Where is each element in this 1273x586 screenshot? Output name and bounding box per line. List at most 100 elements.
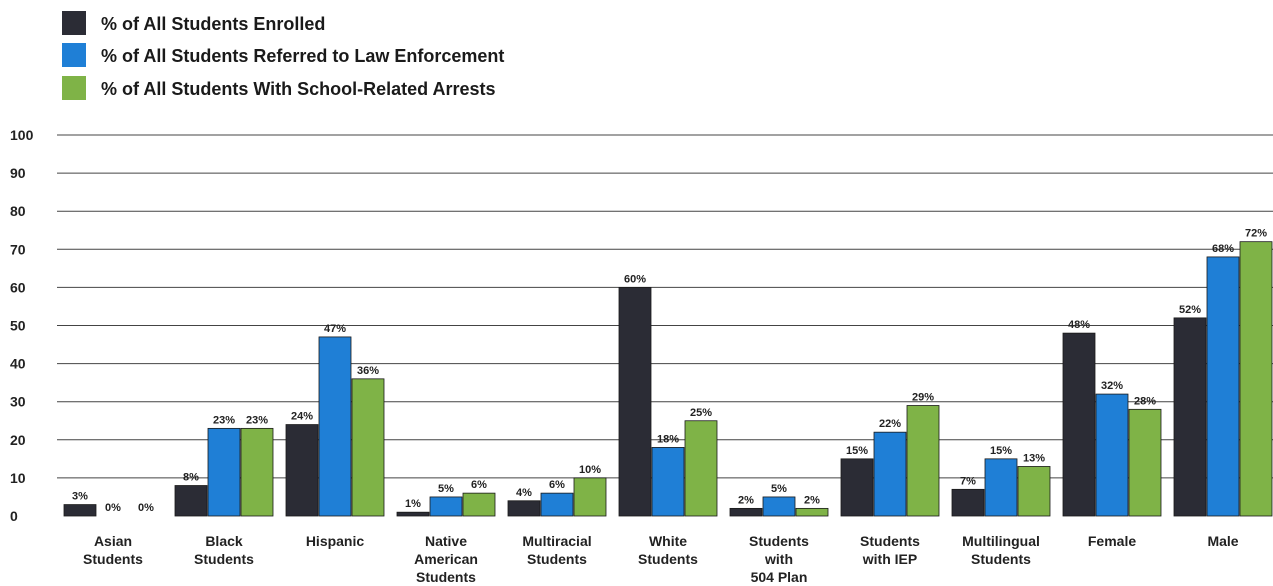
data-label: 2% — [804, 494, 820, 506]
data-label: 47% — [324, 323, 346, 335]
data-label: 8% — [183, 472, 199, 484]
bar — [396, 511, 430, 517]
bar — [1062, 332, 1096, 517]
data-label: 0% — [138, 502, 154, 514]
bar — [174, 485, 208, 517]
y-tick-label: 50 — [10, 318, 26, 334]
legend-item-enrolled: % of All Students Enrolled — [62, 11, 325, 35]
y-tick-label: 0 — [10, 508, 18, 524]
data-label: 5% — [438, 483, 454, 495]
data-label: 2% — [738, 494, 754, 506]
legend-item-referred: % of All Students Referred to Law Enforc… — [62, 43, 504, 67]
bar — [951, 488, 985, 517]
bar — [207, 427, 241, 517]
data-label: 10% — [579, 464, 601, 476]
x-tick-label: with — [764, 551, 793, 567]
data-label: 68% — [1212, 243, 1234, 255]
x-tick-label: 504 Plan — [751, 569, 808, 585]
bar — [318, 336, 352, 517]
data-label: 60% — [624, 273, 646, 285]
y-tick-label: 40 — [10, 356, 26, 372]
data-label: 36% — [357, 365, 379, 377]
data-label: 3% — [72, 491, 88, 503]
bar — [240, 427, 274, 517]
data-label: 7% — [960, 475, 976, 487]
bar — [984, 458, 1018, 517]
x-tick-label: Hispanic — [306, 533, 365, 549]
data-label: 22% — [879, 418, 901, 430]
data-label: 1% — [405, 498, 421, 510]
bar — [762, 496, 796, 517]
x-tick-label: Students — [83, 551, 143, 567]
bars — [63, 241, 1273, 517]
legend: % of All Students Enrolled % of All Stud… — [62, 11, 504, 100]
bar — [1239, 241, 1273, 517]
bar — [540, 492, 574, 517]
bar — [1128, 408, 1162, 517]
data-label: 0% — [105, 502, 121, 514]
data-label: 29% — [912, 392, 934, 404]
data-labels: 3% 0% 0% 8% 23% 23% 24% 47% 36% 1% 5% 6% 4% 6% 10% 60% 1… — [72, 228, 1267, 514]
bar — [1173, 317, 1207, 517]
bar — [906, 405, 940, 517]
x-tick-label: Students — [638, 551, 698, 567]
bar — [873, 431, 907, 517]
x-tick-label: with IEP — [862, 551, 917, 567]
y-tick-label: 80 — [10, 203, 26, 219]
data-label: 13% — [1023, 452, 1045, 464]
data-label: 72% — [1245, 228, 1267, 240]
bar — [285, 424, 319, 517]
bar — [651, 447, 685, 517]
legend-swatch-referred — [62, 43, 86, 67]
data-label: 15% — [990, 445, 1012, 457]
data-label: 6% — [549, 479, 565, 491]
x-tick-label: White — [649, 533, 687, 549]
y-tick-label: 10 — [10, 470, 26, 486]
x-tick-label: Female — [1088, 533, 1136, 549]
bar — [1206, 256, 1240, 517]
x-tick-label: Multiracial — [522, 533, 591, 549]
bar — [795, 507, 829, 517]
data-label: 23% — [246, 414, 268, 426]
legend-label-arrests: % of All Students With School-Related Ar… — [101, 79, 496, 99]
x-tick-label: Black — [205, 533, 243, 549]
x-tick-label: Multilingual — [962, 533, 1040, 549]
data-label: 15% — [846, 445, 868, 457]
bar — [429, 496, 463, 517]
bar — [618, 286, 652, 517]
legend-label-enrolled: % of All Students Enrolled — [101, 14, 325, 34]
bar — [63, 504, 97, 517]
data-label: 5% — [771, 483, 787, 495]
bar — [1095, 393, 1129, 517]
y-tick-label: 90 — [10, 165, 26, 181]
x-tick-label: Students — [194, 551, 254, 567]
y-tick-label: 100 — [10, 127, 34, 143]
legend-swatch-enrolled — [62, 11, 86, 35]
data-label: 48% — [1068, 319, 1090, 331]
y-tick-label: 70 — [10, 241, 26, 257]
bar — [684, 420, 718, 517]
x-axis: Asian Students Black Students Hispanic Native… — [83, 533, 1239, 585]
data-label: 4% — [516, 487, 532, 499]
data-label: 24% — [291, 411, 313, 423]
x-tick-label: Asian — [94, 533, 132, 549]
bar — [729, 507, 763, 517]
x-tick-label: Students — [971, 551, 1031, 567]
bar — [351, 378, 385, 517]
legend-swatch-arrests — [62, 76, 86, 100]
x-tick-label: Students — [527, 551, 587, 567]
x-tick-label: Students — [860, 533, 920, 549]
bar — [573, 477, 607, 517]
data-label: 52% — [1179, 304, 1201, 316]
y-tick-label: 30 — [10, 394, 26, 410]
y-tick-label: 20 — [10, 432, 26, 448]
data-label: 25% — [690, 407, 712, 419]
x-tick-label: Students — [749, 533, 809, 549]
data-label: 18% — [657, 433, 679, 445]
data-label: 32% — [1101, 380, 1123, 392]
bar — [840, 458, 874, 517]
data-label: 6% — [471, 479, 487, 491]
legend-label-referred: % of All Students Referred to Law Enforc… — [101, 46, 504, 66]
x-tick-label: American — [414, 551, 478, 567]
